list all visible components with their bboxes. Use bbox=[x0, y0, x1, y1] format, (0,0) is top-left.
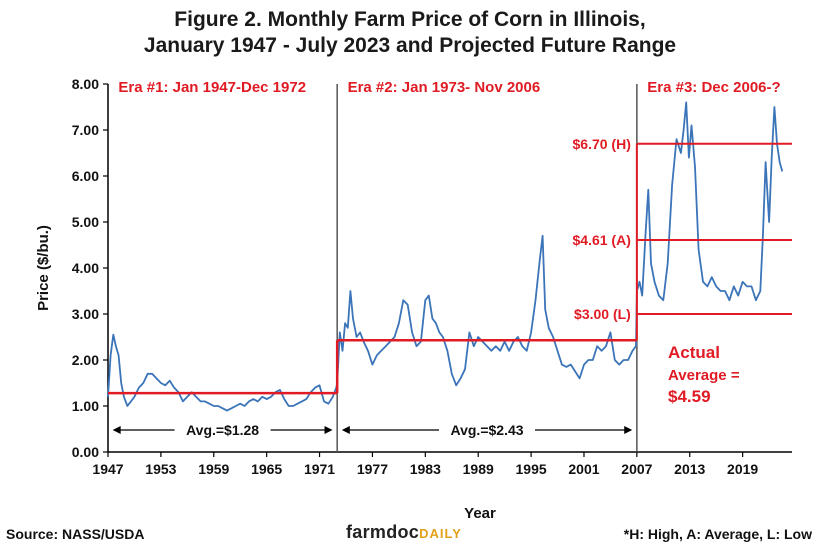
range-line-label: $3.00 (L) bbox=[574, 306, 631, 322]
price-series-line bbox=[107, 101, 784, 412]
y-tick-label: 4.00 bbox=[72, 260, 99, 276]
x-tick-label: 1989 bbox=[463, 461, 494, 477]
x-tick-label: 1959 bbox=[198, 461, 229, 477]
era2-average-arrowhead-right bbox=[624, 426, 633, 434]
legend-footnote: *H: High, A: Average, L: Low bbox=[623, 526, 812, 542]
era1-average-arrowhead-right bbox=[324, 426, 333, 434]
source-note: Source: NASS/USDA bbox=[6, 526, 145, 542]
era-label: Era #2: Jan 1973- Nov 2006 bbox=[348, 79, 541, 96]
x-tick-label: 2007 bbox=[621, 461, 652, 477]
brand-main: farmdoc bbox=[346, 522, 420, 542]
y-tick-label: 3.00 bbox=[72, 306, 99, 322]
y-tick-label: 5.00 bbox=[72, 214, 99, 230]
x-tick-label: 1953 bbox=[145, 461, 176, 477]
x-tick-label: 1977 bbox=[357, 461, 388, 477]
actual-note-line-3: $4.59 bbox=[668, 387, 711, 406]
x-axis-label: Year bbox=[464, 505, 496, 522]
era-label: Era #3: Dec 2006-? bbox=[647, 79, 780, 96]
brand-sub: DAILY bbox=[419, 526, 462, 541]
y-tick-label: 8.00 bbox=[72, 76, 99, 92]
y-axis-label: Price ($/bu.) bbox=[35, 225, 52, 311]
x-tick-label: 1983 bbox=[410, 461, 441, 477]
x-tick-label: 1965 bbox=[251, 461, 282, 477]
actual-note-line-2: Average = bbox=[668, 367, 740, 384]
x-tick-label: 1995 bbox=[516, 461, 547, 477]
era2-average-arrowhead-left bbox=[341, 426, 350, 434]
y-tick-label: 1.00 bbox=[72, 398, 99, 414]
x-tick-label: 2019 bbox=[727, 461, 758, 477]
chart-title-line-2: January 1947 - July 2023 and Projected F… bbox=[143, 34, 677, 57]
y-tick-label: 2.00 bbox=[72, 352, 99, 368]
y-tick-label: 0.00 bbox=[72, 444, 99, 460]
era2-average-label: Avg.=$2.43 bbox=[451, 422, 524, 438]
x-tick-label: 1971 bbox=[304, 461, 335, 477]
actual-note-line-1: Actual bbox=[668, 343, 720, 362]
x-tick-label: 1947 bbox=[92, 461, 123, 477]
x-tick-label: 2013 bbox=[674, 461, 705, 477]
era-label: Era #1: Jan 1947-Dec 1972 bbox=[118, 79, 306, 96]
brand-logo: farmdocDAILY bbox=[346, 522, 462, 543]
chart-title-line-1: Figure 2. Monthly Farm Price of Corn in … bbox=[174, 8, 646, 31]
era1-average-arrowhead-left bbox=[112, 426, 121, 434]
y-tick-label: 6.00 bbox=[72, 168, 99, 184]
range-line-label: $4.61 (A) bbox=[573, 232, 631, 248]
y-tick-label: 7.00 bbox=[72, 122, 99, 138]
era1-average-label: Avg.=$1.28 bbox=[186, 422, 259, 438]
x-tick-label: 2001 bbox=[568, 461, 599, 477]
range-line-label: $6.70 (H) bbox=[573, 136, 631, 152]
